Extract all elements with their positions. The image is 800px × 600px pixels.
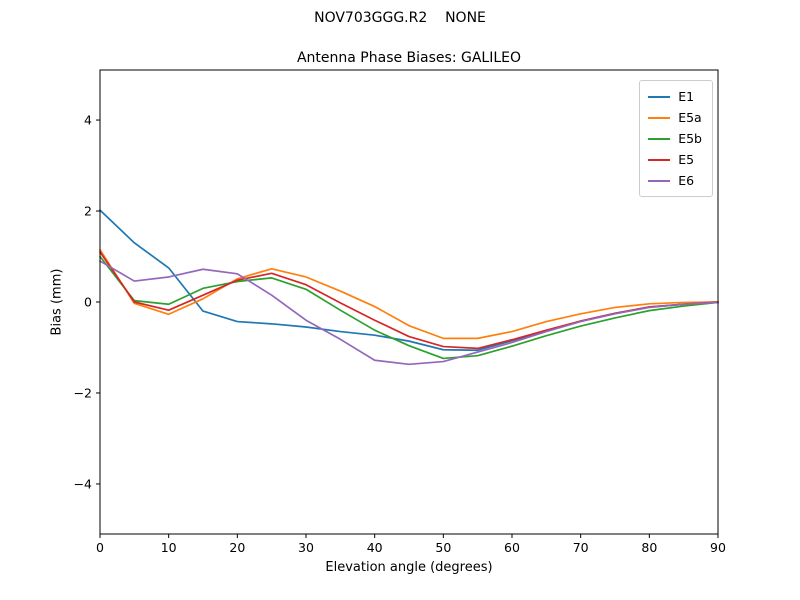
y-tick-label: 4 — [84, 113, 92, 128]
x-tick-label: 20 — [229, 540, 245, 555]
legend-item-E6: E6 — [648, 170, 702, 191]
legend-line-sample-E1 — [648, 95, 671, 98]
x-tick-label: 40 — [367, 540, 383, 555]
legend-item-E5b: E5b — [648, 128, 702, 149]
legend-item-E1: E1 — [648, 86, 702, 107]
figure-title: NOV703GGG.R2 NONE — [314, 10, 486, 26]
x-tick-label: 90 — [710, 540, 726, 555]
legend-line-sample-E5 — [648, 158, 671, 161]
legend-line-sample-E6 — [648, 179, 671, 182]
y-tick-label: 0 — [84, 295, 92, 310]
legend-item-E5a: E5a — [648, 107, 702, 128]
x-tick-label: 80 — [641, 540, 657, 555]
legend-label-E6: E6 — [678, 173, 695, 188]
x-tick-label: 60 — [504, 540, 520, 555]
x-tick-label: 0 — [96, 540, 104, 555]
legend: E1 E5a E5b E5 E6 — [639, 80, 713, 197]
x-tick-label: 50 — [435, 540, 451, 555]
legend-line-sample-E5b — [648, 137, 671, 140]
axes-title: Antenna Phase Biases: GALILEO — [296, 50, 522, 66]
x-tick-label: 70 — [573, 540, 589, 555]
series-line-E6 — [99, 260, 719, 366]
legend-label-E1: E1 — [678, 89, 695, 104]
legend-label-E5a: E5a — [678, 110, 702, 125]
y-tick-label: −4 — [74, 476, 92, 491]
x-axis-label: Elevation angle (degrees) — [325, 560, 493, 575]
axes-frame — [99, 69, 719, 535]
series-line-E5 — [99, 251, 719, 350]
legend-item-E5: E5 — [648, 149, 702, 170]
legend-line-sample-E5a — [648, 116, 671, 119]
x-tick-label: 10 — [161, 540, 177, 555]
series-line-E5a — [99, 248, 719, 340]
series-line-E5b — [99, 255, 719, 360]
y-tick-label: −2 — [74, 385, 92, 400]
x-tick-label: 30 — [298, 540, 314, 555]
legend-label-E5b: E5b — [678, 131, 702, 146]
series-line-E1 — [99, 209, 719, 352]
y-tick-label: 2 — [84, 204, 92, 219]
legend-label-E5: E5 — [678, 152, 695, 167]
